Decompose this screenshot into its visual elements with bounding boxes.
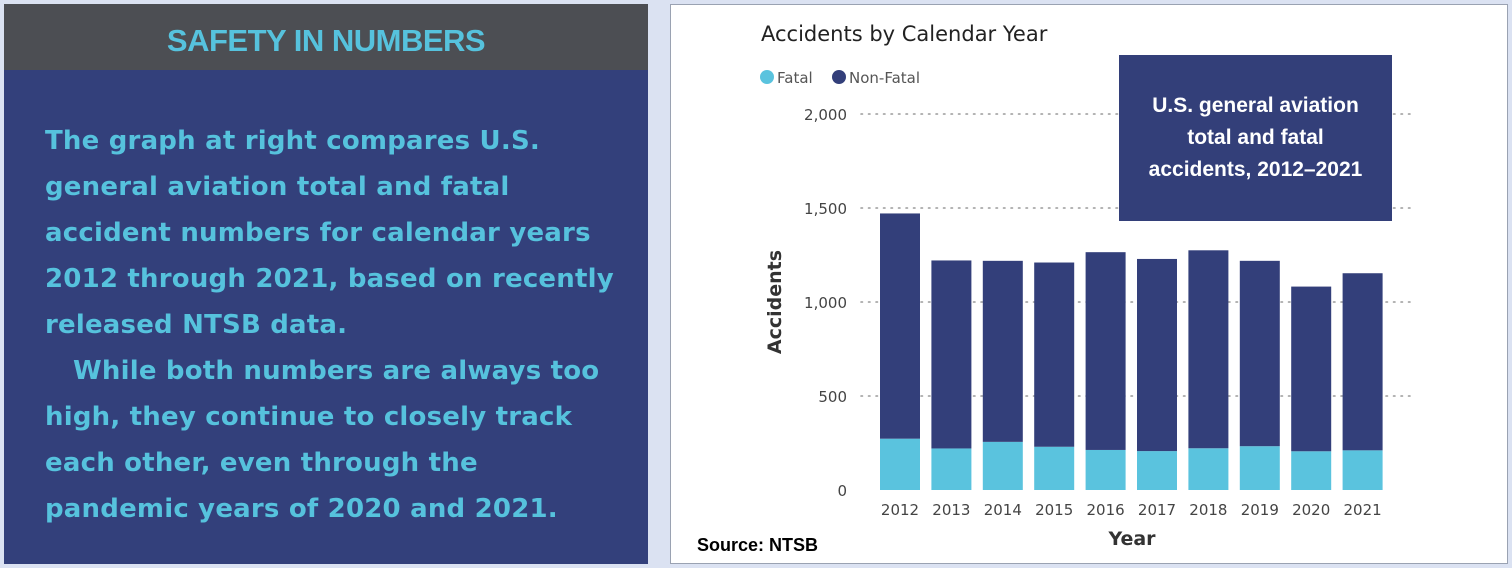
legend-label-fatal: Fatal (777, 69, 813, 87)
bar-chart: Accidents by Calendar Year Fatal Non-Fatal… (760, 22, 1412, 550)
bar-non-fatal-2017 (1137, 258, 1177, 452)
chart-callout-box: U.S. general aviation total and fatal ac… (1119, 55, 1392, 221)
legend-marker-non-fatal (832, 70, 846, 84)
chart-title: Accidents by Calendar Year (761, 22, 1048, 46)
bar-non-fatal-2018 (1188, 250, 1229, 449)
info-panel-header: SAFETY IN NUMBERS (4, 4, 648, 70)
info-panel: SAFETY IN NUMBERS The graph at right com… (4, 4, 648, 564)
bar-fatal-2014 (982, 441, 1023, 490)
info-paragraph-1: The graph at right compares U.S. general… (45, 126, 614, 340)
y-tick-label: 2,000 (804, 106, 847, 124)
bar-fatal-2016 (1085, 449, 1126, 490)
y-tick-label: 1,000 (804, 294, 847, 312)
bar-fatal-2019 (1239, 446, 1280, 490)
x-tick-label: 2017 (1138, 501, 1176, 519)
x-tick-label: 2012 (881, 501, 919, 519)
y-tick-label: 1,500 (804, 200, 847, 218)
x-tick-label: 2018 (1189, 501, 1227, 519)
y-tick-label: 0 (837, 482, 847, 500)
bar-fatal-2021 (1342, 450, 1383, 490)
chart-panel: Accidents by Calendar Year Fatal Non-Fatal… (670, 4, 1508, 564)
x-tick-label: 2013 (932, 501, 970, 519)
chart-callout-text: U.S. general aviation total and fatal ac… (1148, 94, 1363, 181)
bar-non-fatal-2016 (1085, 252, 1126, 450)
legend-marker-fatal (760, 70, 774, 84)
bar-non-fatal-2020 (1291, 286, 1332, 452)
bar-non-fatal-2021 (1342, 273, 1383, 451)
x-tick-label: 2014 (984, 501, 1022, 519)
x-tick-label: 2019 (1241, 501, 1279, 519)
bar-fatal-2017 (1137, 451, 1177, 490)
y-axis-label: Accidents (764, 250, 786, 354)
legend-label-non-fatal: Non-Fatal (849, 69, 920, 87)
bar-non-fatal-2019 (1239, 260, 1280, 447)
info-panel-title: SAFETY IN NUMBERS (166, 23, 486, 58)
info-paragraph-2: While both numbers are always too high, … (45, 356, 600, 524)
y-tick-label: 500 (818, 388, 847, 406)
x-axis-label: Year (1107, 528, 1156, 550)
x-tick-label: 2021 (1344, 501, 1382, 519)
x-tick-label: 2016 (1087, 501, 1125, 519)
bar-non-fatal-2015 (1034, 262, 1075, 447)
bar-fatal-2013 (931, 448, 972, 490)
x-tick-label: 2020 (1292, 501, 1330, 519)
bar-fatal-2018 (1188, 448, 1229, 490)
source-note: Source: NTSB (697, 535, 819, 555)
bar-fatal-2012 (880, 438, 920, 490)
bar-non-fatal-2014 (982, 260, 1023, 442)
bar-fatal-2015 (1034, 446, 1075, 490)
bar-non-fatal-2013 (931, 260, 972, 449)
bar-fatal-2020 (1291, 451, 1332, 490)
info-panel-body: The graph at right compares U.S. general… (45, 118, 625, 532)
x-tick-label: 2015 (1035, 501, 1073, 519)
bar-non-fatal-2012 (880, 213, 920, 439)
